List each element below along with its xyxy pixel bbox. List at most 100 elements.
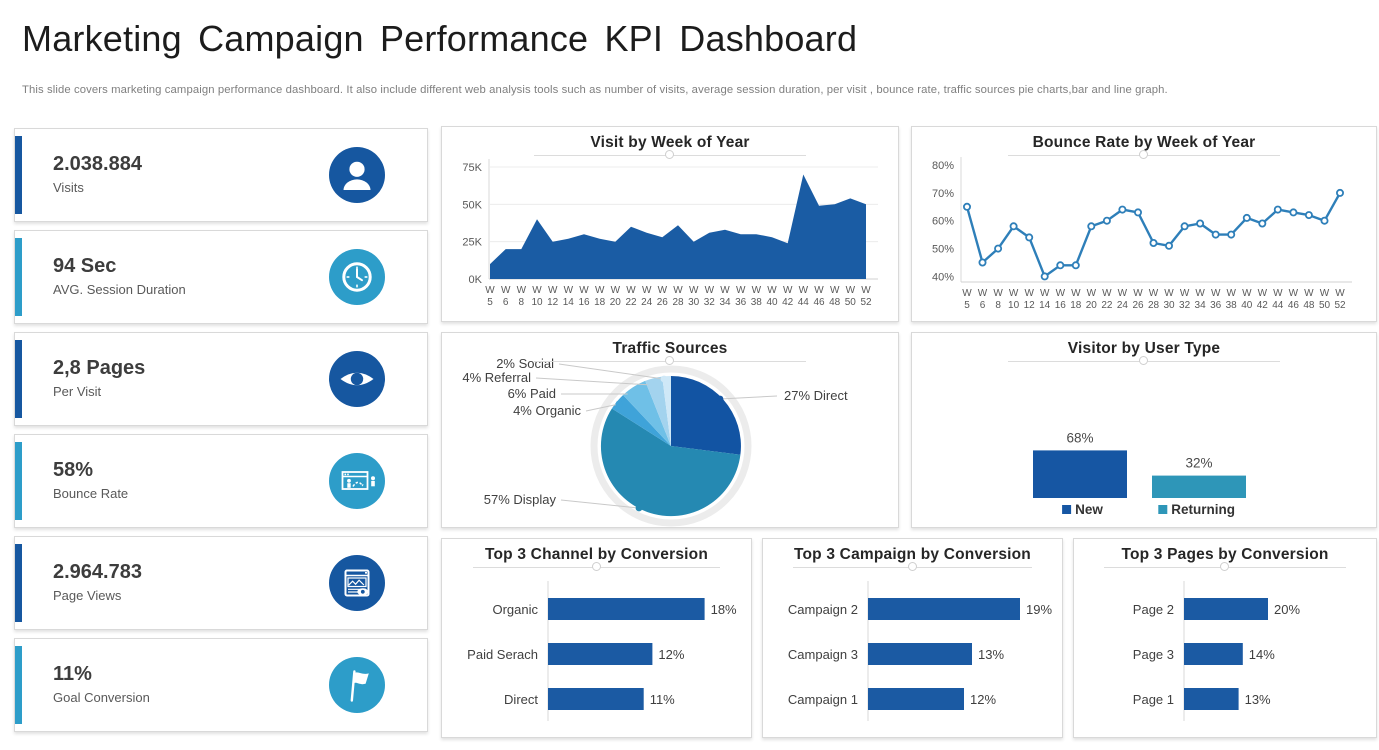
title-ornament (1104, 562, 1346, 578)
svg-text:W: W (814, 285, 824, 296)
title-ornament (1008, 356, 1280, 372)
svg-text:W: W (1118, 288, 1128, 299)
svg-text:W: W (1102, 288, 1112, 299)
svg-text:W: W (1242, 288, 1252, 299)
hbar-1 (868, 643, 972, 665)
page-title: Marketing Campaign Performance KPI Dashb… (22, 18, 858, 59)
user-icon (329, 147, 385, 203)
bounce_by_week-point-w46 (1289, 208, 1298, 217)
pie-slice-social (662, 376, 671, 446)
clock-icon (329, 249, 385, 305)
kpi-value: 94 Sec (53, 255, 117, 278)
svg-text:W: W (548, 285, 558, 296)
svg-text:W: W (1180, 288, 1190, 299)
bounce_by_week-point-w42 (1258, 219, 1267, 228)
pie-label-referral: 4% Referral (462, 370, 531, 385)
svg-text:W: W (1149, 288, 1159, 299)
visit-by-week-panel: Visit by Week of Year 0K 25K 50K 75K W 5 W 6 W 8 W… (441, 126, 899, 322)
svg-text:W: W (783, 285, 793, 296)
pie-dot-display (635, 504, 643, 512)
page-views-icon (329, 555, 385, 611)
svg-text:W: W (579, 285, 589, 296)
svg-text:18: 18 (594, 297, 606, 308)
kpi-card-session-duration: 94 Sec AVG. Session Duration (14, 230, 428, 324)
visits_by_week-area (490, 174, 866, 279)
svg-text:26: 26 (657, 297, 669, 308)
pie-slice-paid (623, 380, 671, 446)
svg-text:52: 52 (860, 297, 872, 308)
bounce_by_week-point-w24 (1118, 205, 1127, 214)
chart-title: Top 3 Channel by Conversion (485, 546, 708, 563)
svg-text:48: 48 (1303, 300, 1315, 311)
kpi-label: Visits (53, 180, 84, 196)
kpi-card-page-views: 2.964.783 Page Views (14, 536, 428, 630)
svg-text:W: W (1009, 288, 1019, 299)
svg-text:36: 36 (1210, 300, 1222, 311)
svg-text:42: 42 (1257, 300, 1269, 311)
top-channels-panel: Top 3 Channel by Conversion Organic 18% Pa… (441, 538, 752, 738)
top-campaigns-panel: Top 3 Campaign by Conversion Campaign 2 1… (762, 538, 1063, 738)
hbar-2 (548, 688, 644, 710)
bounce_by_week-point-w12 (1025, 233, 1034, 242)
svg-text:W: W (1258, 288, 1268, 299)
svg-text:W: W (1164, 288, 1174, 299)
svg-text:16: 16 (1055, 300, 1067, 311)
svg-text:W: W (1289, 288, 1299, 299)
hbar-label-1: Page 3 (1133, 647, 1174, 662)
bounce_by_week-point-w48 (1304, 211, 1313, 220)
top-pages-chart: Page 2 20% Page 3 14% Page 1 13% (1074, 539, 1376, 737)
svg-text:26: 26 (1132, 300, 1144, 311)
hbar-label-0: Campaign 2 (788, 602, 858, 617)
hbar-label-0: Organic (492, 602, 538, 617)
pie-dot-direct (716, 395, 724, 403)
hbar-label-2: Page 1 (1133, 692, 1174, 707)
bounce_by_week-point-w20 (1087, 222, 1096, 231)
svg-text:10: 10 (1008, 300, 1020, 311)
title-ornament (534, 150, 806, 166)
kpi-accent-bar (15, 136, 22, 214)
svg-text:W: W (485, 285, 495, 296)
bar-value-new: 68% (1066, 430, 1093, 445)
bounce_by_week-point-w34 (1196, 219, 1205, 228)
chart-title: Visit by Week of Year (590, 134, 750, 151)
top-campaigns-chart: Campaign 2 19% Campaign 3 13% Campaign 1 12% (763, 539, 1062, 737)
legend-swatch-returning (1158, 505, 1168, 514)
svg-text:6: 6 (503, 297, 509, 308)
kpi-value: 11% (53, 663, 92, 686)
page-subtitle: This slide covers marketing campaign per… (22, 84, 1168, 96)
visitor-user-type-chart: 68% New 32% Returning (912, 333, 1376, 527)
svg-text:46: 46 (813, 297, 825, 308)
bounce-rate-chart: 40% 50% 60% 70% 80% W 5 W 6 W 8 W 10 W 12 W 14 W 16 W 18 W 20 W… (912, 127, 1376, 321)
svg-text:44: 44 (1272, 300, 1284, 311)
hbar-2 (868, 688, 964, 710)
svg-text:0K: 0K (469, 274, 483, 286)
kpi-card-visits: 2.038.884 Visits (14, 128, 428, 222)
svg-text:80%: 80% (932, 160, 954, 172)
svg-text:W: W (532, 285, 542, 296)
svg-text:44: 44 (798, 297, 810, 308)
svg-text:W: W (673, 285, 683, 296)
svg-text:W: W (1273, 288, 1283, 299)
svg-text:W: W (1304, 288, 1314, 299)
pie-slice-organic (611, 395, 671, 446)
kpi-accent-bar (15, 340, 22, 418)
hbar-0 (548, 598, 705, 620)
svg-text:5: 5 (964, 300, 970, 311)
svg-text:50K: 50K (462, 199, 482, 211)
hbar-value-2: 12% (970, 692, 996, 707)
svg-text:50%: 50% (932, 244, 954, 256)
svg-text:W: W (978, 288, 988, 299)
svg-text:32: 32 (704, 297, 716, 308)
svg-text:W: W (1087, 288, 1097, 299)
eye-icon (329, 351, 385, 407)
svg-text:W: W (1211, 288, 1221, 299)
kpi-label: Page Views (53, 588, 122, 604)
pie-slice-display (600, 408, 741, 517)
kpi-accent-bar (15, 442, 22, 520)
kpi-value: 2.964.783 (53, 561, 142, 584)
bounce_by_week-point-w18 (1071, 261, 1080, 270)
hbar-1 (548, 643, 653, 665)
chart-title: Visitor by User Type (1067, 340, 1221, 357)
svg-text:10: 10 (531, 297, 543, 308)
bounce_by_week-point-w44 (1273, 205, 1282, 214)
